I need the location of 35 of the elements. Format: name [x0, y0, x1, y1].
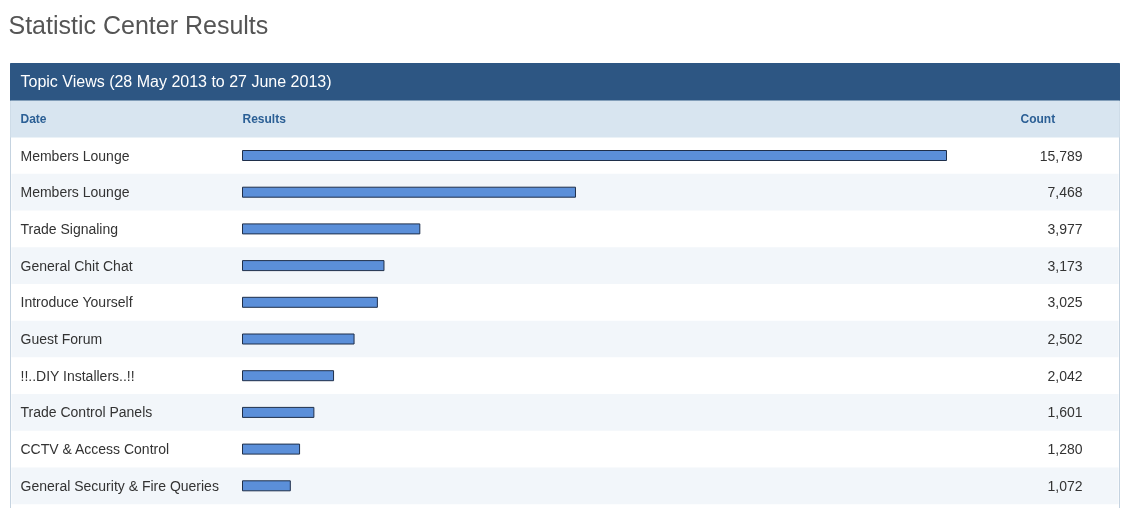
y-tick-label: Trade Signaling — [20, 220, 119, 237]
y-tick-label: Guest Forum — [20, 331, 103, 347]
bar — [242, 370, 335, 382]
data-label: 3,025 — [1047, 294, 1083, 311]
y-tick-label: CCTV & Access Control — [20, 441, 170, 458]
data-label: 1,072 — [1047, 477, 1083, 494]
bar — [242, 223, 421, 235]
chart-subtitle: Topic Views (28 May 2013 to 27 June 2013) — [20, 73, 332, 90]
text: Results — [242, 111, 287, 126]
y-tick-label: !!..DIY Installers..!! — [20, 367, 135, 384]
bar — [242, 296, 378, 308]
y-tick-label: General Chit Chat — [20, 257, 133, 274]
data-label: 1,601 — [1047, 404, 1083, 421]
y-tick-label: Members Lounge — [20, 147, 130, 164]
data-label: 7,468 — [1047, 184, 1083, 201]
bar — [242, 186, 576, 198]
y-tick-label: Trade Control Panels — [20, 404, 153, 421]
data-label: 1,280 — [1047, 441, 1083, 458]
bar — [242, 150, 947, 161]
text: Count — [1020, 111, 1056, 126]
y-tick-label: Members Lounge — [20, 184, 130, 201]
data-label: 2,042 — [1047, 367, 1083, 384]
bar — [242, 480, 291, 492]
text: Date — [20, 111, 47, 126]
y-tick-label: General Security & Fire Queries — [20, 477, 219, 494]
chart-title: Statistic Center Results — [8, 10, 269, 39]
bar — [242, 260, 385, 272]
bar — [242, 406, 315, 418]
data-label: 15,789 — [1039, 147, 1083, 164]
data-label: 3,173 — [1047, 257, 1083, 274]
y-tick-label: Introduce Yourself — [20, 294, 133, 311]
bar — [242, 443, 301, 455]
bar — [242, 333, 355, 345]
data-label: 2,502 — [1047, 331, 1083, 347]
data-label: 3,977 — [1047, 220, 1083, 237]
